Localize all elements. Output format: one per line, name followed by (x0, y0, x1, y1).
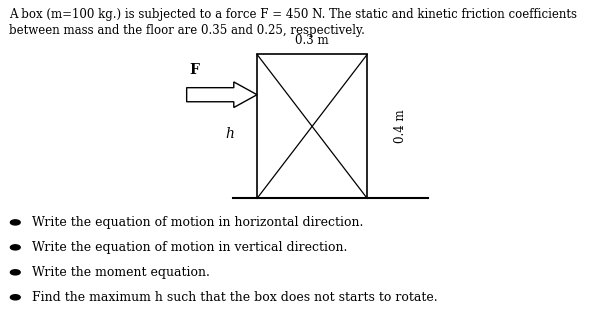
Text: Write the moment equation.: Write the moment equation. (32, 266, 210, 279)
Text: 0.3 m: 0.3 m (296, 34, 329, 46)
Circle shape (10, 245, 20, 250)
Text: F: F (190, 63, 200, 77)
Text: h: h (225, 127, 234, 140)
Text: 0.4 m: 0.4 m (394, 109, 408, 143)
Circle shape (10, 270, 20, 275)
Polygon shape (187, 82, 257, 108)
Text: Write the equation of motion in horizontal direction.: Write the equation of motion in horizont… (32, 216, 363, 229)
Text: Write the equation of motion in vertical direction.: Write the equation of motion in vertical… (32, 241, 347, 254)
Circle shape (10, 295, 20, 300)
Text: A box (m=100 kg.) is subjected to a force F = 450 N. The static and kinetic fric: A box (m=100 kg.) is subjected to a forc… (9, 8, 577, 21)
Text: Find the maximum h such that the box does not starts to rotate.: Find the maximum h such that the box doe… (32, 291, 438, 304)
Circle shape (10, 220, 20, 225)
Text: between mass and the floor are 0.35 and 0.25, respectively.: between mass and the floor are 0.35 and … (9, 24, 365, 37)
Bar (257, 54, 367, 198)
